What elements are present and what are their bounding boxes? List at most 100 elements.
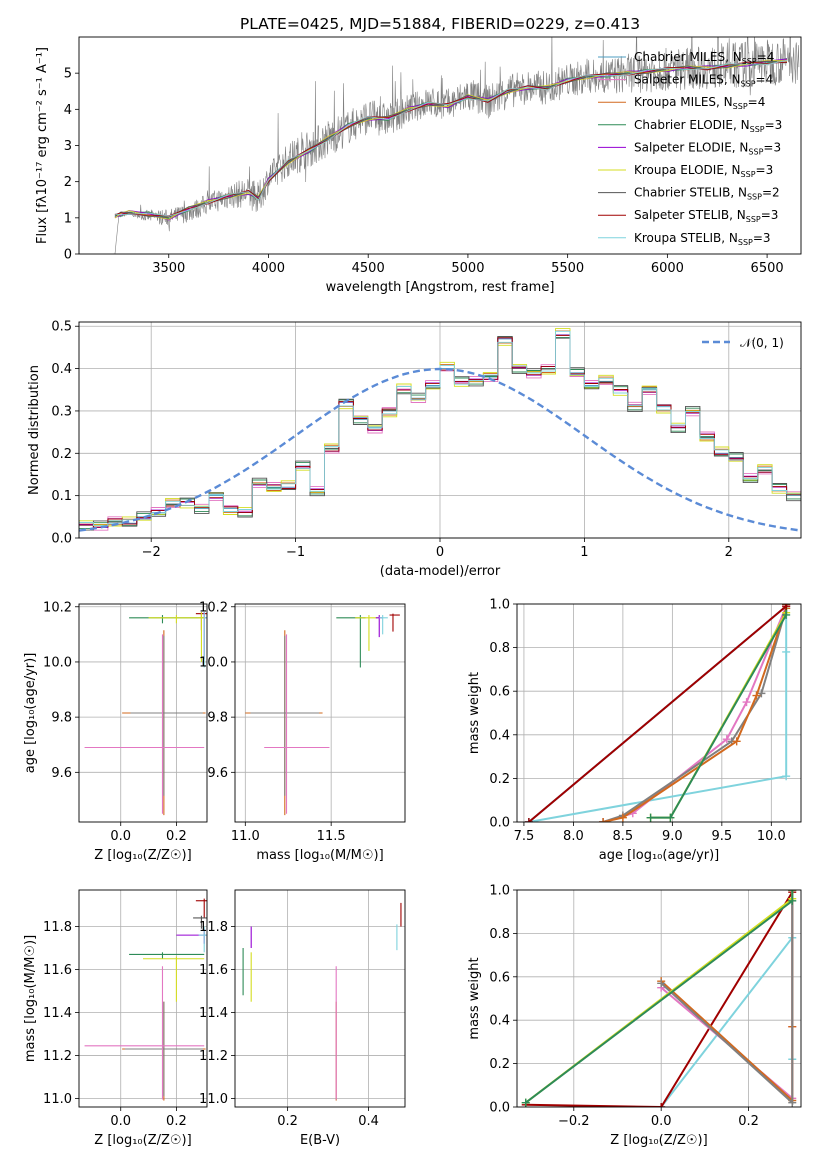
- x-tick-label: 6000: [651, 261, 684, 276]
- legend-subscript: SSP: [741, 170, 756, 179]
- y-tick-label: 11.8: [43, 920, 72, 935]
- x-tick-label: 10.0: [757, 829, 786, 844]
- x-tick-label: −1: [286, 545, 305, 560]
- y-tick-label: 0.2: [489, 772, 510, 787]
- y-tick-label: 11.4: [43, 1006, 72, 1021]
- legend-entry: Chabrier STELIB, NSSP=2: [634, 186, 780, 202]
- legend-count: =3: [753, 231, 771, 245]
- legend-count: =3: [765, 118, 783, 132]
- x-axis-label: E(B-V): [300, 1133, 340, 1148]
- y-tick-label: 4: [64, 103, 72, 118]
- legend-subscript: SSP: [742, 57, 757, 66]
- errorbar-point-4: [129, 952, 205, 959]
- cumulative-marker: [782, 647, 791, 656]
- y-tick-label: 9.6: [51, 766, 72, 781]
- legend-count: =4: [748, 95, 766, 109]
- cumulative-marker: [782, 604, 791, 608]
- panel-cumulative-age: 7.5 8.0 8.5 9.0 9.5 10.0 0.0 0.2 0.4 0.6 0.8 1.0 age…: [467, 598, 802, 863]
- x-tick-label: 0.0: [651, 1114, 672, 1129]
- x-axis-label: (data-model)/error: [380, 564, 501, 579]
- model-line-8: [114, 61, 788, 217]
- x-tick-label: 0.0: [110, 1114, 131, 1129]
- cumulative-marker: [782, 610, 791, 619]
- errorbar-point-2: [250, 635, 320, 796]
- panel-residuals: −2 −1 0 1 2 0.0 0.1 0.2 0.3 0.4 0.5 (data-model)/er…: [27, 320, 802, 579]
- cumulative-marker: [618, 813, 627, 822]
- cumulative-series-4: [660, 890, 794, 1103]
- axes-frame: [78, 36, 802, 255]
- y-tick-label: 0.2: [51, 447, 72, 462]
- legend-count: =3: [756, 163, 774, 177]
- axes-frame: [234, 889, 406, 1108]
- y-tick-label: 1.0: [489, 884, 510, 899]
- errorbar-point-8: [379, 615, 388, 635]
- cumulative-series-5: [660, 890, 794, 1105]
- x-tick-label: −2: [142, 545, 161, 560]
- cumulative-marker: [752, 691, 761, 700]
- plot-area: [521, 890, 797, 1107]
- legend-entry: Kroupa MILES, NSSP=4: [634, 95, 765, 111]
- x-tick-label: 4500: [352, 261, 385, 276]
- y-tick-label: 9.8: [207, 711, 228, 726]
- plot-area: [112, 37, 800, 254]
- panel-age-vs-Z: 0.0 0.2 9.6 9.8 10.0 10.2 Z [log₁₀(Z/Z☉)] age […: [23, 600, 208, 863]
- y-tick-label: 5: [64, 67, 72, 82]
- cumulative-marker: [657, 979, 666, 988]
- y-tick-label: 0.0: [489, 1101, 510, 1116]
- panel-cumulative-Z: −0.2 0.0 0.2 0.0 0.2 0.4 0.6 0.8 1.0 Z [log₁₀(Z/Z…: [467, 884, 802, 1148]
- plot-area: [84, 612, 207, 816]
- cumulative-marker: [782, 772, 791, 781]
- plot-area: [84, 898, 207, 1101]
- errorbar-point-2: [124, 1001, 203, 1097]
- legend-subscript: SSP: [738, 238, 753, 247]
- y-tick-label: 11.6: [199, 963, 228, 978]
- cumulative-series-5: [602, 604, 788, 822]
- y-tick-label: 0.6: [489, 970, 510, 985]
- axes-frame: [78, 321, 802, 539]
- panel-spectrum: 3500 4000 4500 5000 5500 6000 6500 0 1 2 3 4 5 wavele…: [35, 36, 802, 295]
- plot-area: [79, 328, 801, 538]
- y-tick-label: 9.8: [51, 711, 72, 726]
- plot-area: [245, 613, 400, 816]
- axes-frame: [234, 603, 406, 823]
- model-line-9: [114, 59, 788, 217]
- x-tick-label: 1: [580, 545, 588, 560]
- x-tick-label: 0.2: [738, 1114, 759, 1129]
- cumulative-series-6: [525, 890, 794, 1104]
- cumulative-marker: [524, 818, 533, 822]
- y-tick-label: 10.0: [43, 655, 72, 670]
- y-tick-label: 0.4: [489, 728, 510, 743]
- y-tick-label: 3: [64, 139, 72, 154]
- histogram-series-9: [79, 330, 801, 538]
- legend-count: =3: [763, 140, 781, 154]
- cumulative-marker: [722, 735, 731, 744]
- x-tick-label: 5500: [551, 261, 584, 276]
- legend-subscript: SSP: [741, 80, 756, 89]
- y-tick-label: 0.4: [489, 1014, 510, 1029]
- legend-subscript: SSP: [747, 193, 762, 202]
- cumulative-series-2: [525, 890, 794, 1107]
- x-tick-label: 3500: [152, 261, 185, 276]
- y-tick-label: 0.0: [51, 532, 72, 547]
- errorbar-point-2: [130, 635, 203, 796]
- legend: Chabrier MILES, NSSP=4 Salpeter MILES, NS…: [598, 50, 782, 247]
- y-tick-label: 11.0: [43, 1092, 72, 1107]
- cumulative-marker: [788, 1098, 797, 1107]
- x-tick-label: 0.0: [110, 829, 131, 844]
- y-tick-label: 10.2: [199, 600, 228, 615]
- legend-entry: Kroupa STELIB, NSSP=3: [634, 231, 771, 247]
- x-tick-label: 0: [436, 545, 444, 560]
- x-tick-label: 0.4: [358, 1114, 379, 1129]
- errorbar-point-6: [195, 898, 207, 918]
- panel-age-vs-mass: 11.0 11.5 9.6 9.8 10.0 10.2 mass [log₁₀(M/M☉)]: [199, 600, 406, 863]
- y-axis-label: mass [log₁₀(M/M☉)]: [23, 935, 38, 1062]
- y-axis-label: mass weight: [467, 957, 482, 1039]
- errorbar-point-6: [389, 613, 400, 632]
- plot-area: [524, 604, 791, 822]
- x-tick-label: 5000: [451, 261, 484, 276]
- y-tick-label: 0.1: [51, 489, 72, 504]
- x-tick-label: 11.0: [231, 829, 260, 844]
- cumulative-marker: [599, 818, 608, 822]
- y-tick-label: 0.8: [489, 641, 510, 656]
